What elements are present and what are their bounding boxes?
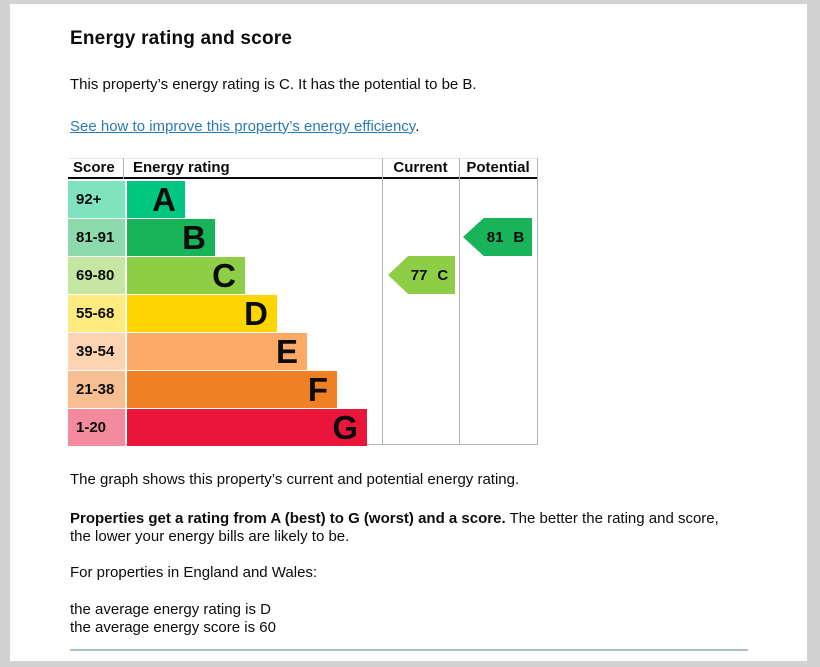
column-header-score: Score — [73, 159, 115, 176]
current-band-letter: C — [437, 266, 449, 284]
graph-header-row: Score Energy rating Current Potential — [68, 158, 538, 179]
page-title: Energy rating and score — [70, 28, 293, 49]
potential-rating-arrow: 81 B — [463, 218, 532, 256]
energy-rating-graph: Score Energy rating Current Potential 92… — [68, 158, 538, 447]
rating-explanation: Properties get a rating from A (best) to… — [70, 510, 730, 547]
divider-current-column — [382, 158, 383, 445]
divider-score-rating — [123, 158, 124, 179]
improve-efficiency-link[interactable]: See how to improve this property’s energ… — [70, 117, 416, 135]
current-score-value: 77 — [410, 266, 428, 284]
divider-potential-column — [459, 158, 460, 445]
band-score-range: 1-20 — [68, 409, 125, 446]
band-score-range: 21-38 — [68, 371, 125, 408]
average-rating-line: the average energy rating is D — [70, 601, 271, 618]
band-score-range: 81-91 — [68, 219, 125, 256]
page-content: Energy rating and score This property’s … — [10, 4, 807, 661]
epc-bands: 92+ A 81-91 B 69-80 C 55-68 D 39-54 E 21-38 F 1-20 G — [68, 181, 367, 447]
rating-explanation-bold: Properties get a rating from A (best) to… — [70, 509, 506, 527]
epc-band-row-a: 92+ A — [68, 181, 367, 218]
band-score-range: 92+ — [68, 181, 125, 218]
epc-band-row-g: 1-20 G — [68, 409, 367, 446]
graph-caption: The graph shows this property’s current … — [70, 471, 520, 488]
band-bar-b: B — [127, 219, 215, 256]
band-bar-a: A — [127, 181, 185, 218]
improve-link-line: See how to improve this property’s energ… — [70, 118, 730, 137]
column-header-potential: Potential — [466, 159, 530, 176]
rating-summary-text: This property’s energy rating is C. It h… — [70, 76, 477, 93]
rating-explanation-rest: The better the rating and score, the low… — [70, 509, 719, 546]
band-bar-f: F — [127, 371, 337, 408]
region-intro: For properties in England and Wales: — [70, 563, 318, 581]
potential-score-value: 81 — [486, 228, 504, 246]
column-header-current: Current — [393, 159, 448, 176]
epc-band-row-d: 55-68 D — [68, 295, 367, 332]
average-score-line: the average energy score is 60 — [70, 619, 276, 636]
graph-right-border — [537, 158, 538, 445]
epc-band-row-f: 21-38 F — [68, 371, 367, 408]
band-bar-d: D — [127, 295, 277, 332]
section-divider — [70, 649, 748, 651]
band-bar-c: C — [127, 257, 245, 294]
epc-band-row-e: 39-54 E — [68, 333, 367, 370]
epc-band-row-c: 69-80 C — [68, 257, 367, 294]
band-bar-g: G — [127, 409, 367, 446]
column-header-energy-rating: Energy rating — [133, 159, 230, 176]
band-score-range: 69-80 — [68, 257, 125, 294]
band-score-range: 39-54 — [68, 333, 125, 370]
current-rating-arrow: 77 C — [388, 256, 455, 294]
link-period: . — [415, 117, 420, 135]
potential-band-letter: B — [513, 228, 525, 246]
band-bar-e: E — [127, 333, 307, 370]
graph-top-border — [68, 158, 538, 159]
band-score-range: 55-68 — [68, 295, 125, 332]
epc-band-row-b: 81-91 B — [68, 219, 367, 256]
